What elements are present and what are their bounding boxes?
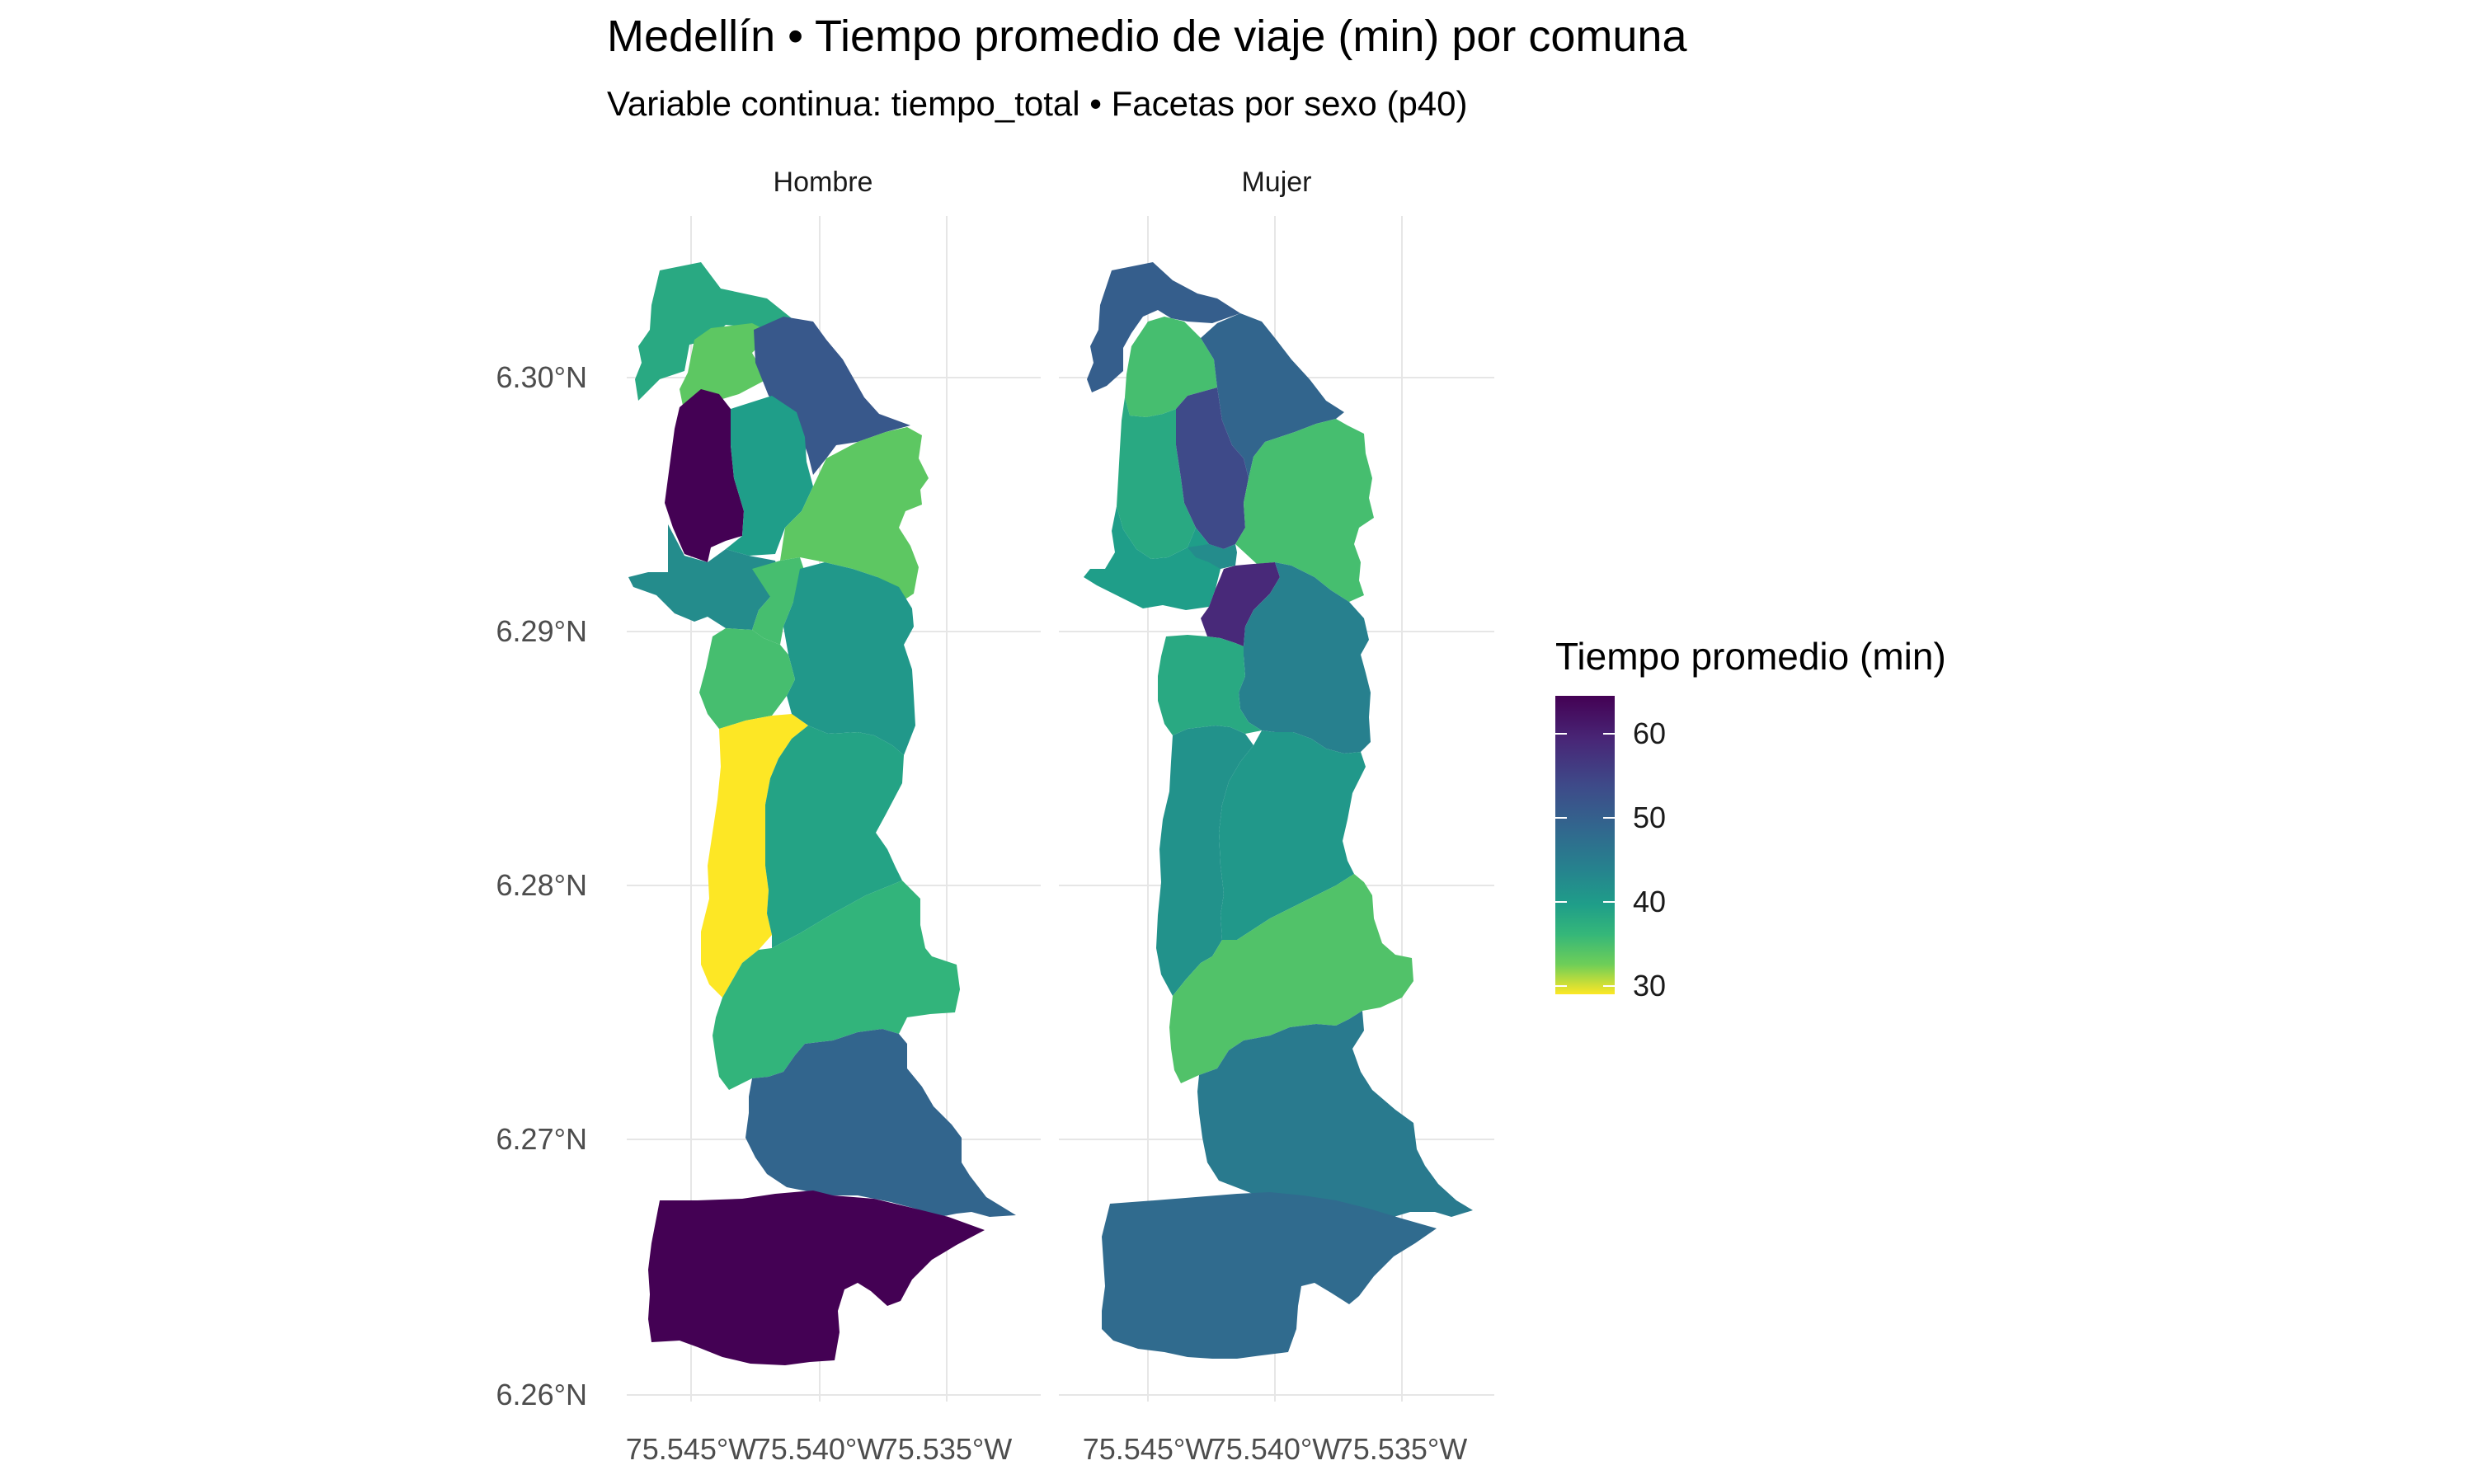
x-tick-label: 75.535°W [1337,1432,1468,1466]
legend-colorbar [1555,696,1615,994]
comuna-region [699,628,795,729]
chart-subtitle: Variable continua: tiempo_total • Faceta… [607,84,1468,123]
x-tick-label: 75.535°W [882,1432,1013,1466]
comuna-region [765,726,904,948]
legend-ticks [1555,733,1615,987]
map-panel-hombre [628,262,1016,1365]
x-tick-label: 75.540°W [1210,1432,1341,1466]
comuna-region [1197,1011,1473,1217]
x-tick-label: 75.545°W [1083,1432,1214,1466]
comuna-region [1084,506,1224,610]
comuna-region [1087,262,1240,392]
y-tick-label: 6.27°N [496,1122,587,1156]
comuna-region [1125,317,1217,417]
chart-title: Medellín • Tiempo promedio de viaje (min… [607,12,1687,61]
legend-label: 50 [1633,801,1666,834]
comuna-region [628,524,780,630]
comuna-region [1156,726,1253,996]
comuna-region [726,396,813,556]
x-tick-label: 75.545°W [626,1432,757,1466]
comuna-region [680,323,772,406]
comuna-region [745,1029,1016,1217]
comuna-region [783,562,915,755]
y-tick-label: 6.29°N [496,614,587,648]
comuna-region [1239,562,1371,754]
comuna-region [701,714,808,998]
y-tick-label: 6.28°N [496,868,587,902]
comuna-region [780,427,929,603]
legend-label: 40 [1633,885,1666,918]
comuna-region [1158,635,1262,735]
comuna-region [648,1190,985,1365]
y-tick-label: 6.30°N [496,360,587,394]
comuna-region [1235,419,1374,602]
comuna-region [1188,544,1237,569]
comuna-region [713,881,960,1090]
legend-label: 60 [1633,716,1666,750]
comuna-region [665,389,744,562]
comuna-region [1219,730,1366,940]
comuna-region [1102,1192,1437,1359]
map-panel-mujer [1084,262,1473,1359]
legend-title: Tiempo promedio (min) [1555,635,1946,678]
comuna-region [1176,387,1249,549]
comuna-region [754,317,910,475]
comuna-region [752,557,807,645]
comuna-region [1201,562,1280,646]
y-tick-label: 6.26°N [496,1378,587,1411]
comuna-region [1169,874,1413,1083]
facet-label-hombre: Hombre [774,167,873,198]
comuna-region [1201,313,1344,478]
facet-label-mujer: Mujer [1241,167,1311,198]
x-tick-label: 75.540°W [755,1432,886,1466]
legend-label: 30 [1633,969,1666,1003]
